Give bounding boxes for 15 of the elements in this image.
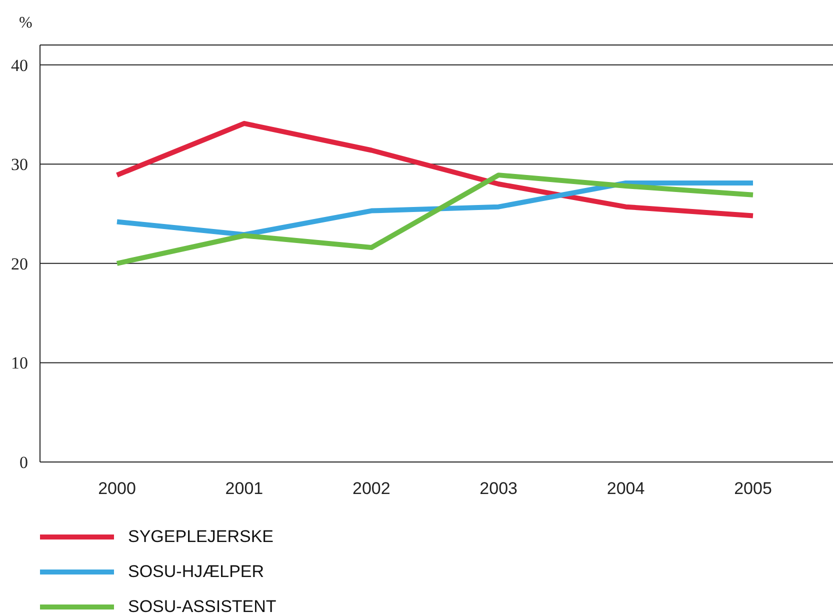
y-tick-label: 20	[11, 254, 28, 274]
x-tick-label: 2002	[352, 479, 390, 498]
x-tick-label: 2000	[98, 479, 136, 498]
y-tick-label: 30	[11, 155, 28, 174]
x-tick-label: 2001	[225, 479, 264, 498]
y-tick-label: 40	[11, 56, 28, 75]
legend-label: SYGEPLEJERSKE	[128, 527, 274, 547]
x-tick-label: 2003	[480, 479, 518, 498]
y-tick-label: 10	[11, 354, 28, 373]
y-tick-label: 0	[20, 453, 28, 472]
y-axis-title: %	[19, 14, 32, 32]
legend-label: SOSU-HJÆLPER	[128, 562, 264, 582]
legend-label: SOSU-ASSISTENT	[128, 597, 276, 615]
x-tick-label: 2004	[606, 479, 645, 498]
x-tick-label: 2005	[734, 479, 772, 498]
